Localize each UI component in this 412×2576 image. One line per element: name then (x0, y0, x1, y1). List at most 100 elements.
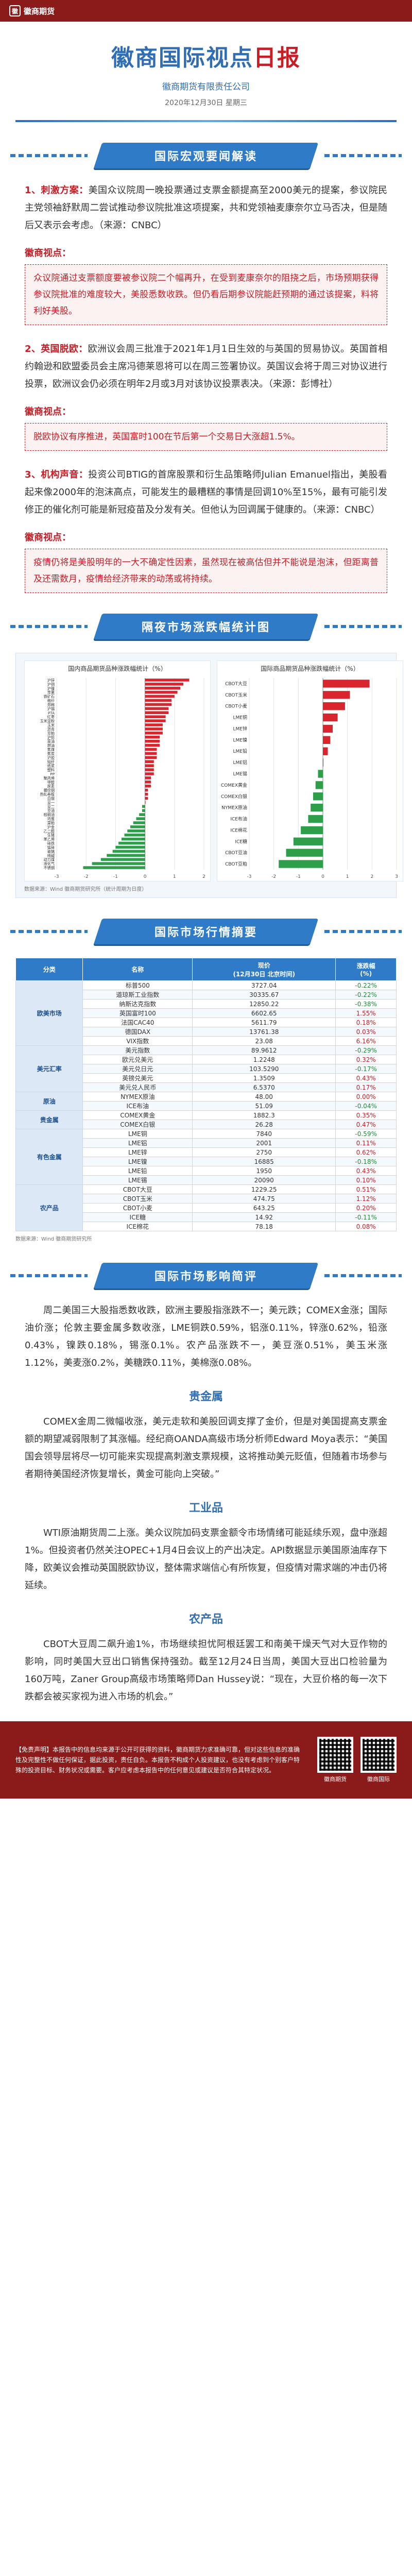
category-label: 不锈钢 (44, 866, 55, 870)
change-cell: -0.29% (335, 1045, 397, 1055)
category-label: 红枣 (47, 715, 55, 719)
subsection-title-industry: 工业品 (188, 1502, 223, 1515)
logo-text: 徽商期货 (24, 6, 55, 16)
name-cell: 标普500 (82, 980, 193, 990)
change-cell: 0.47% (335, 1120, 397, 1129)
banner-decoration (10, 625, 88, 628)
table-row: 法国CAC40 5611.79 0.18% (16, 1018, 397, 1027)
table-row: 欧美市场 标普500 3727.04 -0.22% (15, 980, 397, 1046)
table-row: 英国富时100 6602.65 1.55% (16, 1008, 397, 1018)
header-divider (15, 120, 397, 122)
qr-label: 徽商国际 (367, 1776, 390, 1783)
category-label: 豆油 (47, 808, 55, 813)
x-tick-label: 2 (370, 874, 373, 879)
section-banner-chart: 隔夜市场涨跌幅统计图 (10, 614, 402, 639)
name-cell: 美元兑日元 (82, 1064, 193, 1074)
qr-code-international[interactable]: 徽商国际 (360, 1737, 397, 1783)
category-label: 螺纹钢 (44, 788, 55, 793)
category-label: 燃油 (47, 743, 55, 748)
category-label: 动力煤 (44, 857, 55, 862)
table-row: LME锡 20090 0.10% (16, 1175, 397, 1185)
change-cell: -0.11% (335, 1212, 397, 1222)
change-cell: -0.22% (335, 990, 397, 999)
bar (318, 770, 323, 778)
bar (145, 760, 154, 764)
category-label: 液化气 (44, 861, 55, 866)
category-cell: 农产品 (15, 1184, 83, 1231)
name-cell: NYMEX原油 (82, 1092, 193, 1101)
x-tick-label: 0 (321, 874, 324, 879)
category-label: 鸡蛋 (47, 817, 55, 821)
name-cell: COMEX白银 (82, 1120, 193, 1129)
logo-icon: 徽 (9, 5, 21, 16)
news-item: 1、刺激方案：美国众议院周一晚投票通过支票金额提高至2000美元的提案，参议院民… (25, 182, 387, 234)
category-label: LME铅 (233, 748, 247, 754)
table-row: 贵金属 COMEX黄金 1882.3 0.35% (15, 1110, 397, 1129)
news-text: 投资公司BTIG的首席股票和衍生品策略师Julian Emanuel指出，美股看… (25, 469, 388, 515)
x-tick-label: -3 (247, 874, 252, 879)
category-label: LME锡 (233, 771, 247, 777)
name-cell: 法国CAC40 (82, 1018, 193, 1027)
change-cell: 1.12% (335, 1194, 397, 1204)
price-cell: 1950 (192, 1166, 336, 1176)
chart-title: 国际商品期货品种涨跌幅统计（%） (261, 665, 359, 672)
bar (145, 694, 175, 698)
table-row: LME铅 1950 0.43% (16, 1166, 397, 1176)
bar (145, 739, 160, 743)
price-cell: 643.25 (192, 1203, 336, 1213)
org-name: 徽商期货有限责任公司 (162, 82, 250, 92)
x-tick-label: -2 (84, 874, 89, 879)
qr-code-futures[interactable]: 徽商期货 (317, 1737, 353, 1783)
category-label: 豆二 (47, 804, 55, 809)
table-row: LME镍 16885 -0.18% (16, 1157, 397, 1166)
disclaimer: 【免责声明】本报告中的信息均来源于公开可获得的资料，徽商期货力求准确可靠，但对这… (15, 1746, 300, 1774)
price-cell: 26.28 (192, 1120, 336, 1129)
change-cell: 0.18% (335, 1018, 397, 1027)
view-label: 徽商视点： (25, 248, 71, 259)
change-cell: 0.17% (335, 1082, 397, 1092)
bar (308, 815, 323, 823)
bar (323, 724, 333, 733)
top-bar: 徽 徽商期货 (0, 0, 412, 22)
price-cell: 7840 (192, 1129, 336, 1139)
table-source: 数据来源：Wind 徽商期货研究所 (15, 1236, 92, 1242)
section-title: 隔夜市场涨跌幅统计图 (141, 621, 270, 634)
name-cell: 美元指数 (82, 1045, 193, 1055)
change-cell: 0.03% (335, 1027, 397, 1037)
category-cell: 贵金属 (15, 1110, 83, 1129)
price-cell: 30335.67 (192, 990, 336, 999)
bar (118, 841, 145, 845)
table-row: 德国DAX 13761.38 0.03% (16, 1027, 397, 1037)
banner-decoration (324, 154, 402, 157)
category-label: PP (50, 772, 55, 776)
bar (323, 691, 350, 699)
masthead: 徽商国际视点日报 徽商期货有限责任公司 2020年12月30日 星期三 (0, 22, 412, 120)
table-header-cell: 现价 (12月30日 北京时间) (192, 958, 336, 981)
category-label: 短纤 (47, 759, 55, 764)
category-label: NYMEX原油 (221, 805, 247, 811)
x-tick-label: -1 (113, 874, 118, 879)
category-label: 硅铁 (47, 841, 55, 846)
change-cell: 0.35% (335, 1110, 397, 1120)
domestic-bar-chart: -3 -2 -1 0 1 2 沪锌沪铜沪镍苹果铁矿石棉纱郑棉沪锡PTA红枣玉米淀粉玉米沥青豆… (40, 678, 205, 879)
price-cell: 2001 (192, 1138, 336, 1148)
market-table: 分类 名称 现价 (12月30日 北京时间) 涨跌幅 (%) 欧美市场 标普500 372… (15, 958, 397, 1231)
change-cell: 0.43% (335, 1073, 397, 1083)
bar (83, 866, 145, 869)
category-label: 尿素 (47, 784, 55, 789)
change-cell: 6.16% (335, 1036, 397, 1046)
category-label: 纯碱 (47, 853, 55, 858)
bar (323, 713, 338, 722)
name-cell: 美元兑人民币 (82, 1082, 193, 1092)
view-box: 众议院通过支票额度要被参议院二个幅再升，在受到麦康奈尔的阻挠之后，市场预期获得参… (25, 264, 387, 325)
table-row: 纳斯达克指数 12850.22 -0.38% (16, 999, 397, 1009)
news-number: 3、 (25, 469, 41, 480)
bar (145, 732, 163, 735)
category-label: ICE布油 (230, 816, 247, 822)
report-date: 2020年12月30日 星期三 (165, 99, 247, 107)
table-row: 美元汇率 美元指数 89.9612 -0.29% (15, 1045, 397, 1092)
table-row: 美元兑人民币 6.5370 0.17% (16, 1082, 397, 1092)
category-label: 乙二醇 (44, 829, 55, 834)
category-cell: 原油 (15, 1092, 83, 1111)
change-cell: -0.04% (335, 1101, 397, 1111)
